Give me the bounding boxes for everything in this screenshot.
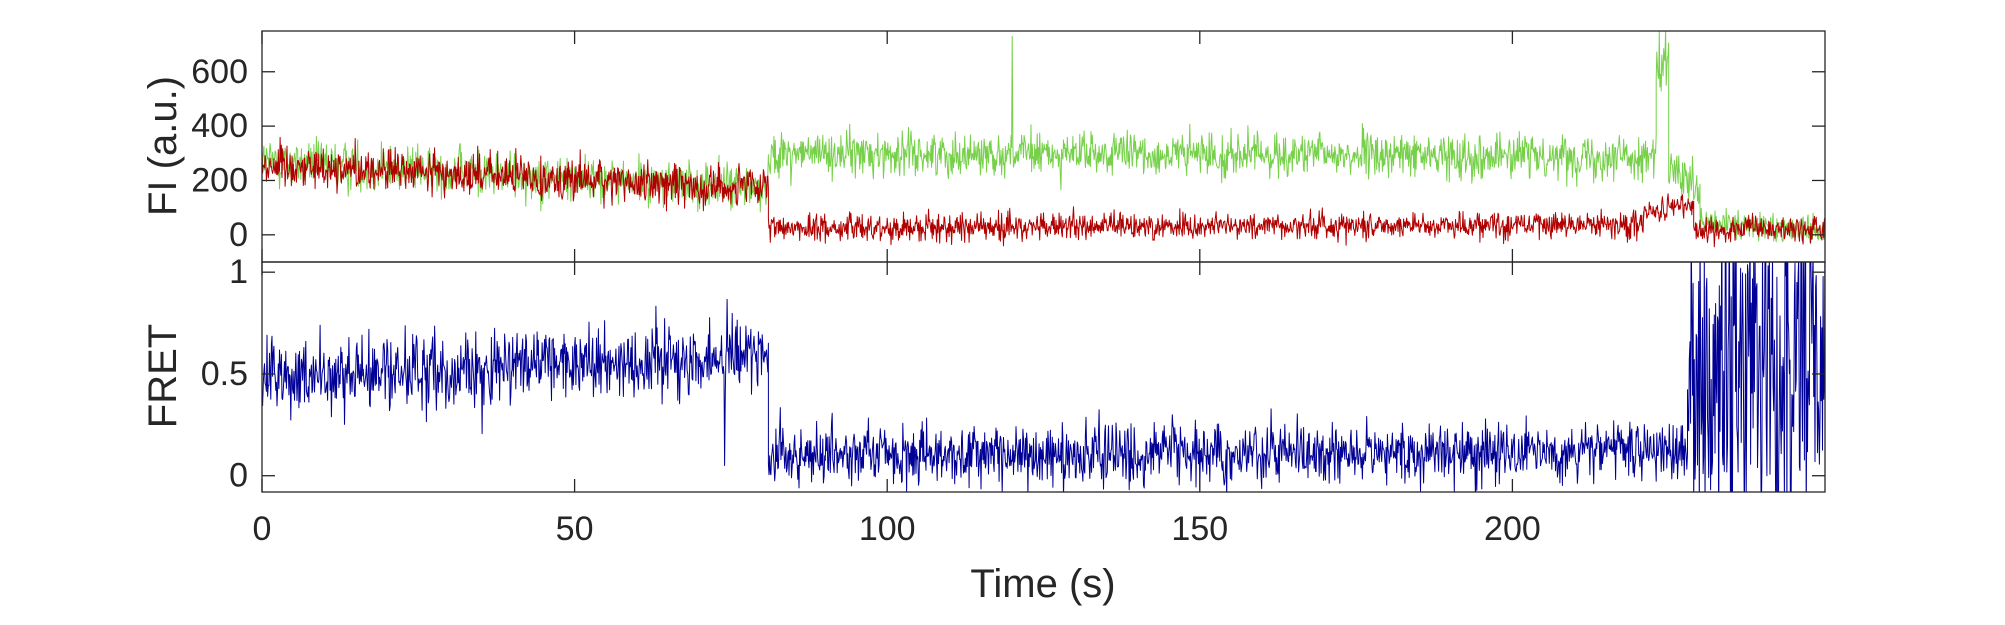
x-axis-label: Time (s) [970, 562, 1115, 606]
fluorescence-y-tick-label: 200 [191, 161, 248, 199]
fret-plot-frame [261, 261, 1826, 493]
fret-panel: 0 0.5 1 0 50 100 150 200 FRET Time (s) [141, 253, 1826, 606]
fret-y-tick-label: 0.5 [201, 355, 248, 393]
fluorescence-y-tick-label: 400 [191, 107, 248, 145]
fluorescence-y-tick-label: 0 [229, 216, 248, 254]
fret-y-axis-label: FRET [141, 324, 185, 428]
x-tick-label: 150 [1171, 510, 1228, 548]
fluorescence-y-axis-label: FI (a.u.) [141, 76, 185, 216]
fluorescence-trace-0 [262, 31, 1825, 243]
fret-y-tick-label: 0 [229, 457, 248, 495]
x-tick-label: 100 [859, 510, 916, 548]
x-tick-label: 0 [253, 510, 272, 548]
fret-trace-0 [262, 262, 1825, 492]
fluorescence-trace-1 [262, 136, 1825, 248]
fret-y-tick-label: 1 [229, 253, 248, 291]
fluorescence-panel: 0 200 400 600 FI (a.u.) [141, 30, 1826, 263]
x-tick-label: 200 [1484, 510, 1541, 548]
fluorescence-y-tick-label: 600 [191, 53, 248, 91]
x-tick-label: 50 [556, 510, 594, 548]
